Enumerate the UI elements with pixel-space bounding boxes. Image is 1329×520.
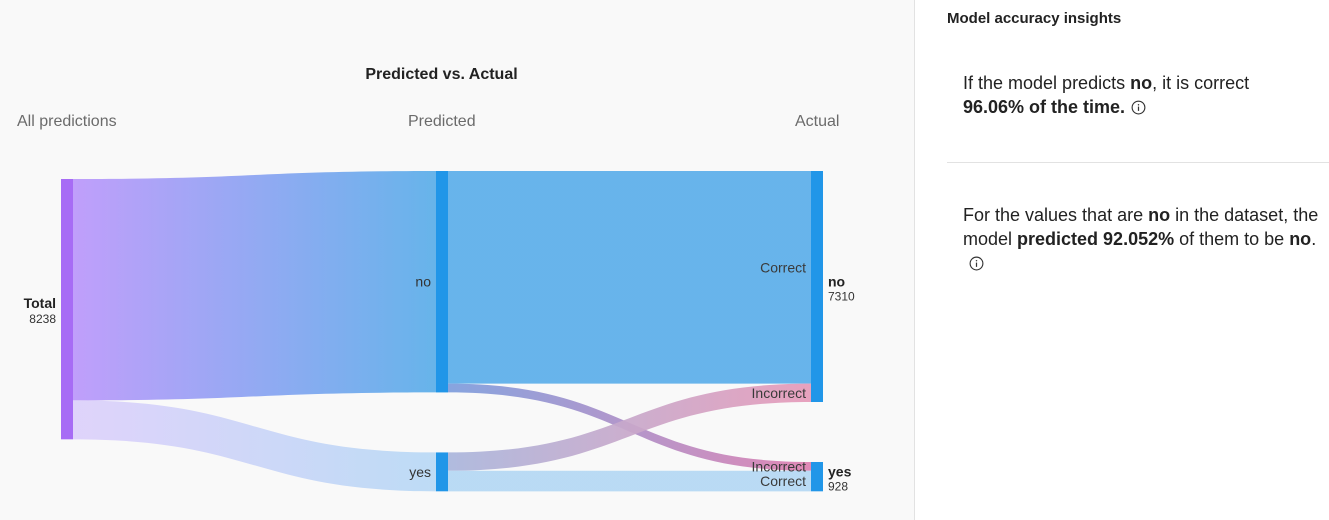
link-label-incorrect: Incorrect	[752, 458, 807, 474]
sankey-node-total[interactable]	[61, 179, 73, 440]
node-value-actual-no: 7310	[828, 289, 855, 303]
insight-text: in the dataset, the model	[963, 205, 1319, 249]
chart-title: Predicted vs. Actual	[365, 66, 518, 83]
insights-panel: Model accuracy insights If the model pre…	[915, 0, 1329, 520]
insight-class: no	[1130, 73, 1153, 93]
link-label-correct: Correct	[760, 473, 806, 489]
insight-strong: 96.06% of the time.	[963, 97, 1126, 117]
insight-text: For the values that are	[963, 205, 1149, 225]
node-label-actual-no: no	[828, 273, 845, 289]
insights-divider	[947, 162, 1329, 163]
sankey-link-pred_yes-to-act_yes[interactable]	[448, 470, 811, 492]
insight-text: .	[1311, 229, 1317, 249]
labels-layer: CorrectIncorrectIncorrectCorrectTotal823…	[24, 259, 855, 493]
sankey-chart: CorrectIncorrectIncorrectCorrectTotal823…	[24, 171, 855, 494]
sankey-link-pred_yes-to-act_no[interactable]	[448, 383, 811, 471]
sankey-link-total-to-pred_no[interactable]	[73, 171, 436, 401]
node-label-predicted-yes: yes	[409, 464, 431, 480]
sankey-node-pred-yes[interactable]	[436, 452, 448, 492]
node-label-actual-yes: yes	[828, 464, 852, 480]
stage-label-all-predictions: All predictions	[17, 113, 117, 130]
link-label-correct: Correct	[760, 259, 806, 275]
sankey-node-act-no[interactable]	[811, 171, 823, 402]
sankey-link-pred_no-to-act_no[interactable]	[448, 171, 811, 384]
insight-class: no	[1289, 229, 1312, 249]
insight-class: no	[1148, 205, 1171, 225]
stage-label-actual: Actual	[795, 113, 840, 130]
insight-recall: For the values that are no in the datase…	[963, 203, 1323, 275]
stage-label-predicted: Predicted	[408, 113, 476, 130]
link-label-incorrect: Incorrect	[752, 385, 807, 401]
info-circle-icon[interactable]	[969, 256, 984, 271]
insight-text: of them to be	[1174, 229, 1290, 249]
node-value-actual-yes: 928	[828, 480, 848, 494]
sankey-link-total-to-pred_yes[interactable]	[73, 400, 436, 492]
insight-precision: If the model predicts no, it is correct …	[963, 71, 1323, 119]
node-value-total: 8238	[29, 312, 56, 326]
node-label-total: Total	[24, 295, 56, 311]
sankey-node-act-yes[interactable]	[811, 461, 823, 492]
info-circle-icon[interactable]	[1131, 100, 1146, 115]
insight-strong: predicted 92.052%	[1017, 229, 1175, 249]
insight-text: , it is correct	[1152, 73, 1250, 93]
links-layer	[73, 171, 811, 492]
insights-title: Model accuracy insights	[947, 10, 1122, 27]
node-label-predicted-no: no	[415, 274, 431, 290]
chart-panel: Correct Incorrect Incorrect Correct Total 823…	[17, 0, 915, 520]
nodes-layer	[61, 171, 823, 492]
insight-text: If the model predicts	[963, 73, 1131, 93]
sankey-node-pred-no[interactable]	[436, 171, 448, 393]
